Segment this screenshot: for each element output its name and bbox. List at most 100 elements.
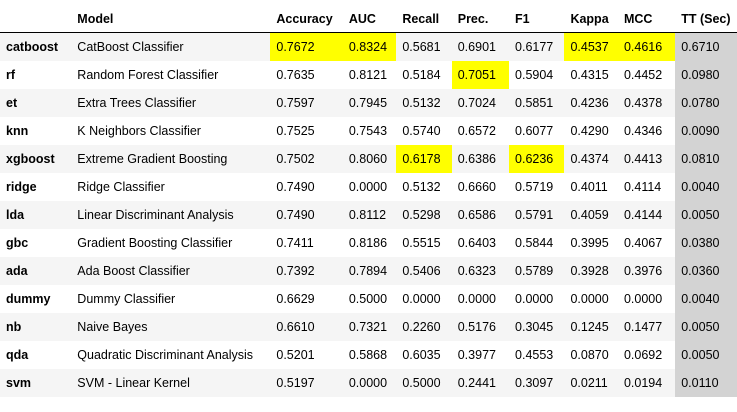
metric-cell: 0.5868 [342, 341, 397, 369]
metric-cell: 0.7051 [451, 61, 510, 89]
metric-cell: 0.3977 [451, 341, 510, 369]
metric-cell: 0.7635 [270, 61, 343, 89]
metric-cell: 0.3097 [509, 369, 565, 397]
metric-cell: 0.0000 [396, 285, 452, 313]
model-name-cell: CatBoost Classifier [71, 32, 271, 61]
metric-cell: 0.6178 [396, 145, 452, 173]
metric-cell: 0.2441 [451, 369, 510, 397]
row-id: ridge [0, 173, 72, 201]
metric-cell: 0.6901 [451, 32, 510, 61]
row-id: nb [0, 313, 72, 341]
metric-cell: 0.5000 [342, 285, 397, 313]
metric-cell: 0.7945 [342, 89, 397, 117]
metric-cell: 0.5406 [396, 257, 452, 285]
model-name-cell: Quadratic Discriminant Analysis [71, 341, 271, 369]
metric-cell: 0.3045 [509, 313, 565, 341]
metric-cell: 0.1477 [617, 313, 676, 341]
metric-cell: 0.4452 [617, 61, 676, 89]
metric-cell: 0.5132 [396, 89, 452, 117]
metric-cell: 0.0000 [617, 285, 676, 313]
metric-cell: 0.0090 [675, 117, 737, 145]
metric-cell: 0.0040 [675, 173, 737, 201]
metric-cell: 0.0380 [675, 229, 737, 257]
column-header-kappa: Kappa [564, 6, 618, 33]
column-header-model: Model [71, 6, 271, 33]
model-name-cell: Dummy Classifier [71, 285, 271, 313]
table-row: knn K Neighbors Classifier 0.7525 0.7543 0.5… [0, 117, 737, 145]
model-name-cell: K Neighbors Classifier [71, 117, 271, 145]
metric-cell: 0.7321 [342, 313, 397, 341]
metric-cell: 0.7672 [270, 32, 343, 61]
metric-cell: 0.0000 [509, 285, 565, 313]
row-id: ada [0, 257, 72, 285]
metric-cell: 0.7543 [342, 117, 397, 145]
metric-cell: 0.0040 [675, 285, 737, 313]
metric-cell: 0.0050 [675, 341, 737, 369]
model-name-cell: Gradient Boosting Classifier [71, 229, 271, 257]
metric-cell: 0.3928 [564, 257, 618, 285]
metric-cell: 0.7525 [270, 117, 343, 145]
table-row: dummy Dummy Classifier 0.6629 0.5000 0.0000 0… [0, 285, 737, 313]
table-body: catboost CatBoost Classifier 0.7672 0.8324 0… [0, 32, 737, 397]
table-row: ridge Ridge Classifier 0.7490 0.0000 0.5132 0… [0, 173, 737, 201]
metric-cell: 0.5515 [396, 229, 452, 257]
metric-cell: 0.0980 [675, 61, 737, 89]
row-id: dummy [0, 285, 72, 313]
metric-cell: 0.5844 [509, 229, 565, 257]
metric-cell: 0.8324 [342, 32, 397, 61]
row-id: rf [0, 61, 72, 89]
model-name-cell: Extra Trees Classifier [71, 89, 271, 117]
metric-cell: 0.5184 [396, 61, 452, 89]
metric-cell: 0.7894 [342, 257, 397, 285]
metric-cell: 0.6386 [451, 145, 510, 173]
metric-cell: 0.0050 [675, 201, 737, 229]
metric-cell: 0.5904 [509, 61, 565, 89]
table-row: catboost CatBoost Classifier 0.7672 0.8324 0… [0, 32, 737, 61]
metric-cell: 0.4067 [617, 229, 676, 257]
metric-cell: 0.6710 [675, 32, 737, 61]
metric-cell: 0.7597 [270, 89, 343, 117]
metric-cell: 0.5201 [270, 341, 343, 369]
metric-cell: 0.6077 [509, 117, 565, 145]
metric-cell: 0.4374 [564, 145, 618, 173]
model-name-cell: SVM - Linear Kernel [71, 369, 271, 397]
metric-cell: 0.0000 [564, 285, 618, 313]
metric-cell: 0.1245 [564, 313, 618, 341]
column-header-f1: F1 [509, 6, 565, 33]
metric-cell: 0.4114 [617, 173, 676, 201]
metric-cell: 0.6177 [509, 32, 565, 61]
metric-cell: 0.0000 [451, 285, 510, 313]
metric-cell: 0.0000 [342, 369, 397, 397]
metric-cell: 0.4011 [564, 173, 618, 201]
metric-cell: 0.6629 [270, 285, 343, 313]
metric-cell: 0.5681 [396, 32, 452, 61]
metric-cell: 0.0810 [675, 145, 737, 173]
metric-cell: 0.6403 [451, 229, 510, 257]
table-row: rf Random Forest Classifier 0.7635 0.8121 0.… [0, 61, 737, 89]
metric-cell: 0.3976 [617, 257, 676, 285]
metric-cell: 0.5176 [451, 313, 510, 341]
metric-cell: 0.5789 [509, 257, 565, 285]
column-header-mcc: MCC [617, 6, 676, 33]
metric-cell: 0.0000 [342, 173, 397, 201]
row-id: qda [0, 341, 72, 369]
row-id: knn [0, 117, 72, 145]
table-row: xgboost Extreme Gradient Boosting 0.7502 0.… [0, 145, 737, 173]
metric-cell: 0.0110 [675, 369, 737, 397]
metric-cell: 0.4144 [617, 201, 676, 229]
table-row: qda Quadratic Discriminant Analysis 0.5201… [0, 341, 737, 369]
metric-cell: 0.0692 [617, 341, 676, 369]
row-id: svm [0, 369, 72, 397]
metric-cell: 0.4537 [564, 32, 618, 61]
metric-cell: 0.7490 [270, 201, 343, 229]
metric-cell: 0.6572 [451, 117, 510, 145]
metric-cell: 0.2260 [396, 313, 452, 341]
metric-cell: 0.4616 [617, 32, 676, 61]
metric-cell: 0.4236 [564, 89, 618, 117]
model-comparison-table: Model Accuracy AUC Recall Prec. F1 Kappa MCC TT … [0, 6, 737, 397]
metric-cell: 0.4553 [509, 341, 565, 369]
metric-cell: 0.5740 [396, 117, 452, 145]
metric-cell: 0.0360 [675, 257, 737, 285]
table-row: nb Naive Bayes 0.6610 0.7321 0.2260 0.5176 0.3… [0, 313, 737, 341]
metric-cell: 0.0780 [675, 89, 737, 117]
